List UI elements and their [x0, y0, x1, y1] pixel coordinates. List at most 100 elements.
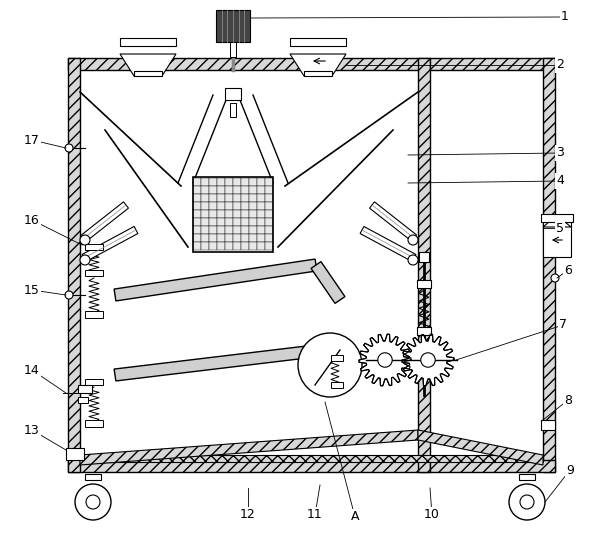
Polygon shape: [114, 342, 341, 381]
Bar: [249, 178, 257, 186]
Text: 14: 14: [24, 363, 40, 376]
Bar: [257, 226, 265, 234]
Circle shape: [378, 353, 392, 367]
Polygon shape: [82, 202, 128, 241]
Bar: [66, 448, 84, 460]
Polygon shape: [68, 460, 430, 472]
Circle shape: [298, 333, 362, 397]
Circle shape: [86, 495, 100, 509]
Polygon shape: [80, 430, 418, 465]
Polygon shape: [68, 58, 430, 70]
Circle shape: [75, 484, 111, 520]
Polygon shape: [290, 54, 346, 76]
Bar: [193, 177, 273, 252]
Bar: [201, 234, 209, 242]
Circle shape: [408, 255, 418, 265]
Text: 10: 10: [424, 508, 440, 521]
Bar: [230, 42, 236, 57]
Text: 17: 17: [24, 134, 40, 147]
Polygon shape: [360, 226, 416, 262]
Circle shape: [65, 144, 73, 152]
Text: 5: 5: [556, 222, 564, 235]
Text: 8: 8: [564, 394, 572, 407]
Bar: [241, 194, 249, 202]
Bar: [257, 242, 265, 250]
Circle shape: [421, 353, 435, 367]
Bar: [249, 194, 257, 202]
Bar: [85, 474, 101, 480]
Bar: [257, 194, 265, 202]
Bar: [209, 226, 217, 234]
Bar: [265, 234, 273, 242]
Polygon shape: [543, 222, 571, 227]
Bar: [209, 178, 217, 186]
Bar: [257, 202, 265, 210]
Text: 11: 11: [307, 508, 323, 521]
Bar: [230, 103, 236, 117]
Bar: [543, 222, 571, 257]
Bar: [233, 242, 241, 250]
Bar: [209, 210, 217, 218]
Bar: [225, 210, 233, 218]
Bar: [331, 382, 343, 388]
Text: 16: 16: [24, 213, 40, 226]
Bar: [265, 226, 273, 234]
Bar: [417, 280, 431, 288]
Polygon shape: [543, 58, 555, 472]
Circle shape: [408, 235, 418, 245]
Bar: [85, 244, 103, 250]
Bar: [249, 242, 257, 250]
Bar: [225, 218, 233, 226]
Bar: [217, 218, 225, 226]
Bar: [85, 420, 103, 427]
Bar: [233, 210, 241, 218]
Text: A: A: [351, 510, 359, 523]
Bar: [225, 226, 233, 234]
Bar: [430, 70, 543, 460]
Bar: [201, 210, 209, 218]
Bar: [265, 194, 273, 202]
Bar: [304, 71, 332, 76]
Bar: [225, 202, 233, 210]
Bar: [249, 226, 257, 234]
Bar: [249, 202, 257, 210]
Circle shape: [520, 495, 534, 509]
Bar: [201, 242, 209, 250]
Bar: [241, 226, 249, 234]
Bar: [225, 234, 233, 242]
Bar: [209, 242, 217, 250]
Bar: [85, 379, 103, 385]
Bar: [233, 234, 241, 242]
Polygon shape: [418, 58, 430, 472]
Bar: [241, 242, 249, 250]
Polygon shape: [430, 58, 555, 70]
Bar: [257, 218, 265, 226]
Bar: [217, 194, 225, 202]
Bar: [225, 186, 233, 194]
Polygon shape: [311, 262, 345, 304]
Bar: [193, 234, 201, 242]
Bar: [249, 218, 257, 226]
Bar: [217, 210, 225, 218]
Bar: [134, 71, 162, 76]
Bar: [217, 234, 225, 242]
Bar: [241, 178, 249, 186]
Bar: [225, 194, 233, 202]
Bar: [290, 38, 346, 46]
Circle shape: [509, 484, 545, 520]
Bar: [193, 186, 201, 194]
Text: 4: 4: [556, 174, 564, 187]
Bar: [233, 226, 241, 234]
Polygon shape: [430, 460, 555, 472]
Bar: [249, 234, 257, 242]
Text: 15: 15: [24, 283, 40, 296]
Bar: [201, 178, 209, 186]
Bar: [249, 186, 257, 194]
Bar: [265, 178, 273, 186]
Bar: [241, 202, 249, 210]
Bar: [541, 214, 573, 222]
Bar: [225, 242, 233, 250]
Polygon shape: [418, 430, 543, 465]
Bar: [201, 218, 209, 226]
Bar: [201, 186, 209, 194]
